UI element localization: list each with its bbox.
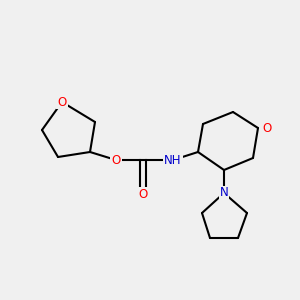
Text: N: N bbox=[220, 187, 228, 200]
Text: O: O bbox=[138, 188, 148, 200]
Text: NH: NH bbox=[164, 154, 182, 166]
Text: O: O bbox=[262, 122, 272, 134]
Text: O: O bbox=[57, 95, 67, 109]
Text: O: O bbox=[111, 154, 121, 166]
